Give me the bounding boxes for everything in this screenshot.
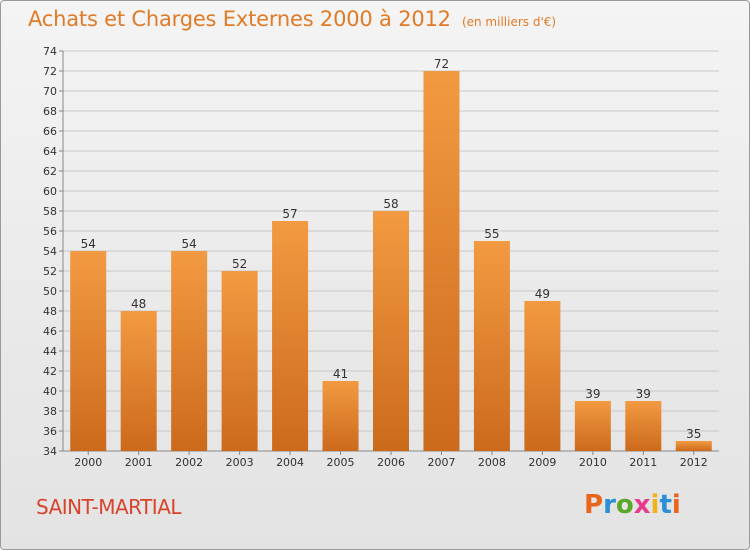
bar-value-label: 35: [686, 427, 701, 441]
chart-unit: (en milliers d'€): [461, 15, 557, 29]
y-tick-label: 44: [43, 345, 57, 358]
y-tick-label: 46: [43, 325, 57, 338]
y-tick-label: 56: [43, 225, 57, 238]
bar: [473, 241, 510, 451]
bar: [524, 301, 561, 451]
logo-letter: P: [584, 490, 604, 520]
bar-value-label: 39: [585, 387, 600, 401]
y-tick-label: 50: [43, 285, 57, 298]
proxiti-logo: Proxiti: [584, 490, 681, 520]
commune-name: SAINT-MARTIAL: [36, 495, 182, 519]
bar-value-label: 55: [484, 227, 499, 241]
bar: [70, 251, 107, 451]
x-tick-label: 2007: [427, 456, 455, 469]
bar-value-label: 54: [182, 237, 197, 251]
bar: [373, 211, 409, 451]
bar: [272, 221, 309, 451]
bar-value-label: 41: [333, 367, 348, 381]
bar-value-label: 49: [535, 287, 550, 301]
bar: [574, 401, 611, 451]
title-row: Achats et Charges Externes 2000 à 2012 (…: [28, 7, 556, 31]
bar-value-label: 48: [131, 297, 146, 311]
x-tick-label: 2005: [327, 456, 355, 469]
bar-value-label: 72: [434, 57, 449, 71]
y-tick-label: 68: [43, 105, 57, 118]
y-tick-label: 38: [43, 405, 57, 418]
x-tick-label: 2011: [629, 456, 657, 469]
y-tick-label: 36: [43, 425, 57, 438]
logo-letter: r: [603, 490, 616, 520]
bar: [322, 381, 359, 451]
y-tick-label: 70: [43, 85, 57, 98]
bar: [423, 71, 460, 451]
bar-value-label: 58: [383, 197, 398, 211]
chart-title: Achats et Charges Externes 2000 à 2012: [28, 7, 451, 31]
logo-letter: o: [615, 490, 634, 520]
y-tick-label: 40: [43, 385, 57, 398]
x-tick-label: 2006: [377, 456, 405, 469]
bar: [625, 401, 662, 451]
bar-value-label: 57: [282, 207, 297, 221]
x-tick-label: 2004: [276, 456, 304, 469]
x-tick-label: 2002: [175, 456, 203, 469]
y-tick-label: 34: [43, 445, 57, 458]
x-tick-label: 2000: [74, 456, 102, 469]
logo-letter: t: [659, 490, 672, 520]
y-tick-label: 60: [43, 185, 57, 198]
bar: [221, 271, 258, 451]
bar-value-label: 39: [636, 387, 651, 401]
bar-value-label: 54: [81, 237, 96, 251]
x-tick-label: 2010: [579, 456, 607, 469]
x-tick-label: 2008: [478, 456, 506, 469]
logo-letter: i: [650, 490, 660, 520]
y-tick-label: 58: [43, 205, 57, 218]
bar-value-label: 52: [232, 257, 247, 271]
x-tick-label: 2001: [125, 456, 153, 469]
bar: [171, 251, 208, 451]
y-tick-label: 74: [43, 45, 57, 58]
y-tick-label: 66: [43, 125, 57, 138]
y-tick-label: 52: [43, 265, 57, 278]
y-tick-label: 54: [43, 245, 57, 258]
y-tick-label: 72: [43, 65, 57, 78]
bar: [675, 441, 712, 451]
x-tick-label: 2009: [528, 456, 556, 469]
y-tick-label: 62: [43, 165, 57, 178]
y-tick-label: 64: [43, 145, 57, 158]
logo-letter: i: [671, 490, 681, 520]
x-tick-label: 2003: [226, 456, 254, 469]
logo-letter: x: [633, 490, 651, 520]
bar: [120, 311, 157, 451]
y-tick-label: 42: [43, 365, 57, 378]
y-tick-label: 48: [43, 305, 57, 318]
x-tick-label: 2012: [680, 456, 708, 469]
